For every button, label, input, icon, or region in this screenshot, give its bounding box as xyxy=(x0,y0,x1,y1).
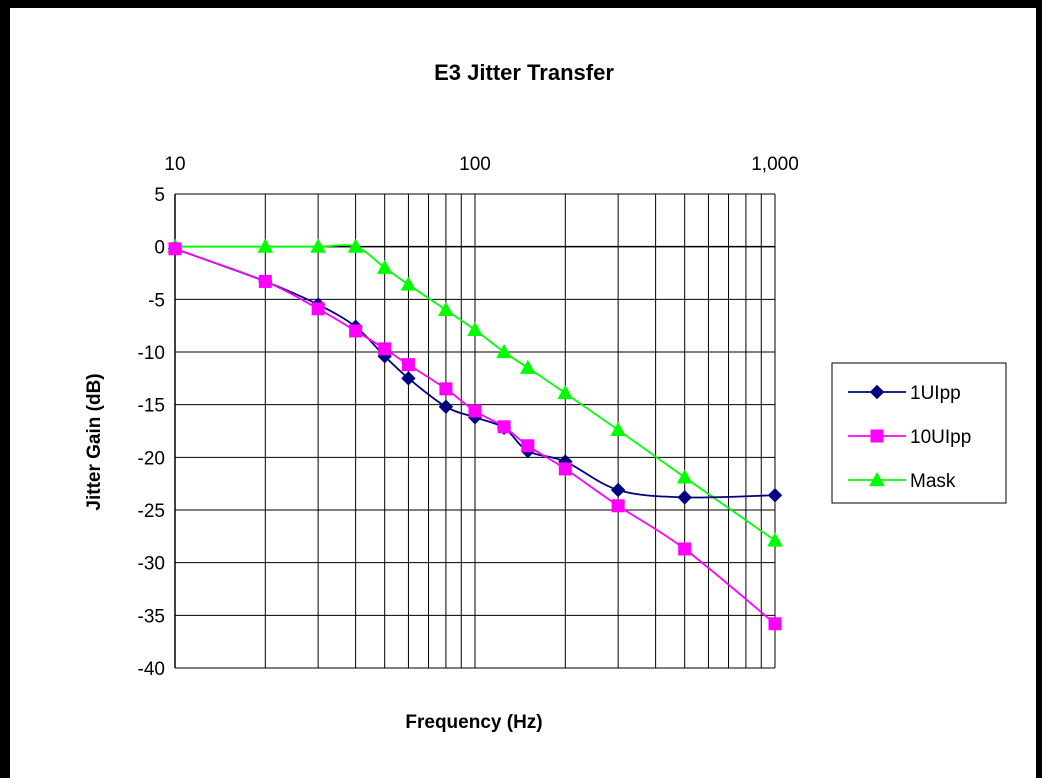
data-point-mask xyxy=(610,421,626,437)
legend: 1UIpp 10UIpp Mask xyxy=(831,362,1007,504)
y-tick-label: -20 xyxy=(138,448,165,469)
data-point-10uipp xyxy=(439,382,453,396)
data-point-mask xyxy=(467,321,483,336)
x-tick-label: 10 xyxy=(164,154,185,175)
grid xyxy=(174,193,776,669)
chart-title: E3 Jitter Transfer xyxy=(434,60,614,85)
series-layer xyxy=(167,238,783,631)
legend-label-10uipp: 10UIpp xyxy=(910,427,971,448)
y-axis-label: Jitter Gain (dB) xyxy=(84,373,105,510)
data-point-1uipp xyxy=(401,371,416,386)
legend-marker-1uipp xyxy=(869,384,885,400)
data-point-10uipp xyxy=(401,358,415,372)
data-point-10uipp xyxy=(258,274,272,288)
y-tick-label: 5 xyxy=(154,185,165,206)
y-tick-label: -10 xyxy=(138,343,165,364)
data-point-10uipp xyxy=(768,617,782,631)
x-tick-label: 1,000 xyxy=(751,154,799,175)
data-point-10uipp xyxy=(349,324,363,338)
data-point-1uipp xyxy=(677,490,692,505)
data-point-10uipp xyxy=(468,404,482,418)
legend-label-mask: Mask xyxy=(910,471,956,492)
legend-item-mask: Mask xyxy=(848,471,956,492)
data-point-10uipp xyxy=(311,302,325,316)
x-tick-label: 100 xyxy=(459,154,491,175)
data-point-mask xyxy=(676,469,693,484)
data-point-mask xyxy=(767,532,783,547)
data-point-mask xyxy=(557,385,574,400)
y-tick-label: -35 xyxy=(138,606,165,627)
data-point-1uipp xyxy=(767,488,783,503)
legend-marker-10uipp xyxy=(870,429,884,443)
legend-marker-mask xyxy=(869,471,885,487)
data-point-mask xyxy=(400,276,417,291)
y-tick-label: -15 xyxy=(138,396,165,417)
data-point-mask xyxy=(376,259,393,274)
data-point-10uipp xyxy=(168,242,182,256)
data-point-mask xyxy=(257,238,274,253)
y-tick-label: -30 xyxy=(138,554,165,575)
data-point-10uipp xyxy=(558,462,572,476)
x-axis-label: Frequency (Hz) xyxy=(405,712,542,733)
data-point-10uipp xyxy=(611,499,625,513)
data-point-1uipp xyxy=(438,399,454,414)
legend-item-10uipp: 10UIpp xyxy=(848,427,971,448)
y-tick-label: -40 xyxy=(138,659,165,680)
legend-label-1uipp: 1UIpp xyxy=(910,383,961,404)
data-point-10uipp xyxy=(678,542,692,556)
data-point-mask xyxy=(347,238,364,253)
y-tick-label: -25 xyxy=(138,501,165,522)
series-10uipp xyxy=(168,242,782,631)
data-point-10uipp xyxy=(521,439,535,453)
data-point-mask xyxy=(496,343,512,359)
legend-item-1uipp: 1UIpp xyxy=(848,383,961,404)
data-point-10uipp xyxy=(497,420,511,434)
data-point-mask xyxy=(438,301,454,316)
data-point-1uipp xyxy=(610,482,626,498)
series-mask xyxy=(167,238,783,547)
y-tick-label: 0 xyxy=(154,238,165,259)
chart-canvas: E3 Jitter Transfer 5 0 -5 -10 -15 -20 -25 -30 -3… xyxy=(84,60,1007,733)
data-point-mask xyxy=(519,359,536,374)
data-point-10uipp xyxy=(378,342,392,356)
y-tick-label: -5 xyxy=(148,290,165,311)
data-point-mask xyxy=(310,238,326,253)
